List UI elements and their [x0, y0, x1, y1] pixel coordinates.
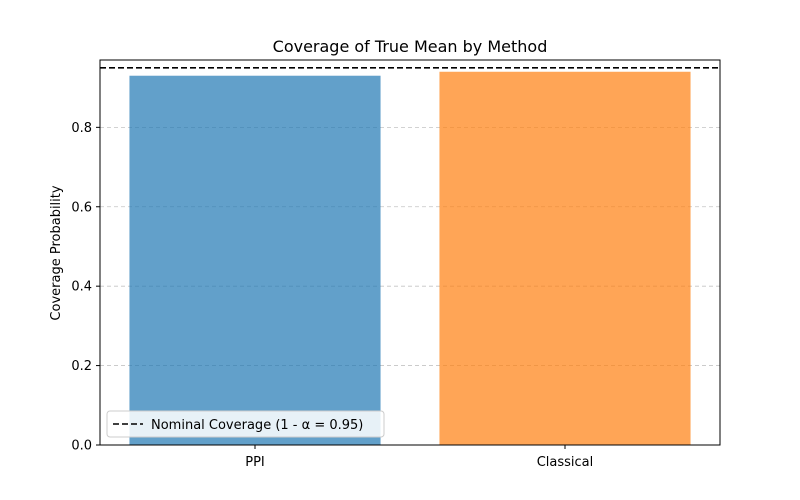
y-tick-label: 0.8: [71, 121, 92, 136]
x-axis: PPI Classical: [245, 445, 593, 470]
y-axis-label: Coverage Probability: [49, 185, 64, 320]
legend-label: Nominal Coverage (1 - α = 0.95): [151, 418, 363, 433]
y-tick-label: 0.2: [71, 359, 92, 374]
legend: Nominal Coverage (1 - α = 0.95): [106, 410, 385, 438]
bar-ppi: [129, 75, 381, 446]
grid-lines: [100, 126, 720, 366]
legend-box: [106, 410, 385, 438]
bars: [129, 71, 691, 446]
x-tick-label: PPI: [245, 455, 265, 470]
y-axis: 0.0 0.2 0.4 0.6 0.8: [71, 121, 100, 454]
y-tick-label: 0.6: [71, 200, 92, 215]
y-tick-label: 0.0: [71, 439, 92, 454]
chart-title: Coverage of True Mean by Method: [273, 37, 548, 56]
bar-classical: [439, 71, 691, 446]
x-tick-label: Classical: [537, 455, 594, 470]
plot-frame: [99, 59, 721, 446]
y-tick-label: 0.4: [71, 280, 92, 295]
